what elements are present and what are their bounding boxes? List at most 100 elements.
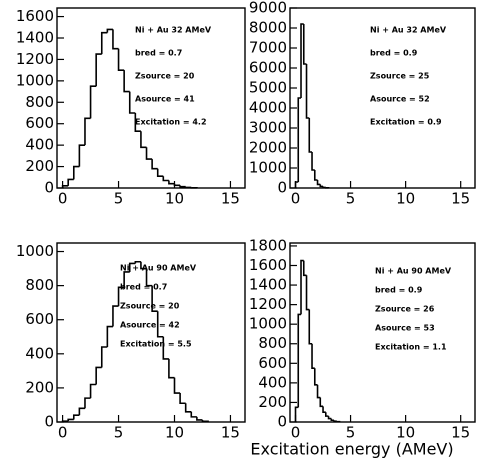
- histogram-bin: [128, 91, 136, 114]
- histogram-bin: [322, 406, 326, 414]
- y-tick-label: 400: [25, 344, 54, 362]
- x-axis-label: Excitation energy (AMeV): [250, 440, 453, 459]
- y-tick-label: 9000: [249, 0, 287, 17]
- x-tick-label: 5: [114, 424, 124, 442]
- histogram-bin: [100, 31, 108, 55]
- x-tick-label: 0: [58, 190, 68, 208]
- annotation: Ni + Au 90 AMeV: [120, 264, 197, 273]
- annotation: bred = 0.9: [370, 49, 418, 58]
- annotation: Asource = 41: [135, 95, 195, 104]
- histogram-bin: [156, 311, 164, 338]
- x-tick-label: 10: [396, 424, 415, 442]
- histogram-bin: [123, 271, 130, 288]
- y-tick-label: 600: [25, 310, 54, 328]
- y-tick-label: 6000: [249, 59, 287, 77]
- y-tick-label: 1200: [16, 50, 54, 68]
- histogram-bin: [95, 366, 102, 385]
- x-tick-label: 0: [291, 424, 301, 442]
- histogram-bin: [162, 336, 169, 360]
- y-tick-label: 1200: [249, 295, 287, 313]
- x-tick-label: 10: [396, 190, 415, 208]
- histogram-bin: [305, 64, 310, 119]
- x-tick-label: 5: [346, 424, 356, 442]
- histogram-bin: [322, 186, 326, 189]
- histogram-bin: [201, 419, 209, 423]
- histogram-bin: [134, 260, 141, 264]
- histogram-bin: [168, 358, 175, 379]
- histogram-bin: [89, 383, 97, 399]
- histogram-bin: [61, 420, 69, 422]
- histogram-bin: [117, 286, 125, 307]
- histogram-bin: [145, 268, 153, 287]
- y-tick-label: 1000: [249, 315, 287, 333]
- annotation: Ni + Au 32 AMeV: [135, 26, 212, 35]
- histogram-bin: [95, 53, 102, 87]
- annotation: Excitation = 5.5: [120, 340, 192, 349]
- histogram-bin: [61, 185, 69, 188]
- histogram-bin: [297, 313, 302, 408]
- y-tick-label: 7000: [249, 39, 287, 57]
- y-tick-label: 1000: [249, 159, 287, 177]
- y-tick-label: 1000: [16, 242, 54, 260]
- y-tick-label: 200: [258, 393, 287, 411]
- annotation: Zsource = 20: [120, 302, 180, 311]
- annotation: Ni + Au 32 AMeV: [370, 26, 447, 35]
- y-tick-label: 1600: [16, 7, 54, 25]
- histogram-bin: [84, 397, 91, 409]
- annotation: Asource = 42: [120, 321, 180, 330]
- x-tick-label: 5: [346, 190, 356, 208]
- y-tick-label: 1400: [249, 276, 287, 294]
- histogram-bin: [72, 414, 80, 420]
- y-tick-label: 200: [25, 378, 54, 396]
- plot-frame: [56, 7, 246, 189]
- histogram-bin: [300, 23, 304, 98]
- annotation: Excitation = 4.2: [135, 118, 207, 127]
- histogram-bin: [311, 152, 315, 171]
- histogram-bin: [324, 412, 329, 417]
- histogram-bin: [336, 420, 341, 423]
- histogram-bin: [179, 185, 186, 188]
- histogram-bin: [72, 165, 80, 180]
- histogram-bin: [308, 309, 313, 345]
- x-tick-label: 5: [114, 190, 124, 208]
- histogram-bin: [162, 176, 169, 182]
- histogram-bin: [319, 397, 324, 408]
- histogram-bin: [294, 181, 299, 188]
- histogram-bin: [173, 377, 181, 394]
- annotation: bred = 0.9: [375, 286, 423, 295]
- x-tick-label: 15: [451, 190, 470, 208]
- y-tick-label: 3000: [249, 119, 287, 137]
- x-tick-label: 0: [58, 424, 68, 442]
- plot-frame: [289, 242, 476, 423]
- annotation: Asource = 53: [375, 324, 435, 333]
- histogram-bin: [156, 168, 164, 178]
- histogram-bin: [184, 186, 192, 189]
- annotation: Zsource = 20: [135, 72, 195, 81]
- annotation: Asource = 52: [370, 95, 430, 104]
- histogram-bin: [123, 70, 130, 93]
- histogram-bin: [100, 346, 108, 368]
- histogram-bin: [327, 416, 332, 420]
- histogram-bin: [305, 275, 310, 311]
- annotation: Zsource = 26: [375, 305, 435, 314]
- histogram-bin: [134, 113, 141, 133]
- histogram-bin: [297, 97, 302, 182]
- histogram-bin: [168, 180, 175, 185]
- histogram-bin: [140, 131, 147, 149]
- y-tick-label: 8000: [249, 19, 287, 37]
- y-tick-label: 0: [44, 413, 54, 431]
- annotation: Excitation = 0.9: [370, 118, 442, 127]
- histogram-bin: [300, 259, 304, 315]
- y-tick-label: 800: [258, 334, 287, 352]
- annotation: bred = 0.7: [135, 49, 182, 58]
- x-tick-label: 15: [451, 424, 470, 442]
- y-tick-label: 400: [258, 373, 287, 391]
- histogram-bin: [89, 85, 97, 119]
- histogram-bin: [67, 178, 74, 186]
- y-tick-label: 4000: [249, 99, 287, 117]
- histogram-bin: [302, 24, 307, 65]
- x-tick-label: 10: [165, 424, 184, 442]
- histogram-bin: [316, 180, 321, 186]
- x-tick-label: 15: [221, 424, 240, 442]
- y-tick-label: 0: [277, 179, 287, 197]
